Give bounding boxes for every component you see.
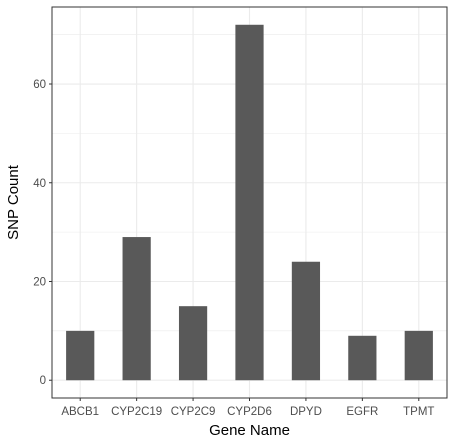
x-axis: ABCB1 CYP2C19 CYP2C9 CYP2D6 DPYD EGFR TPMT <box>61 398 434 418</box>
x-tick-label: CYP2C9 <box>171 406 216 418</box>
x-axis-title: Gene Name <box>209 422 290 439</box>
x-tick-label: EGFR <box>346 406 378 418</box>
bar-abcb1 <box>66 330 95 381</box>
bar-egfr <box>348 335 377 381</box>
x-tick-label: CYP2D6 <box>227 406 272 418</box>
bar-dpyd <box>291 261 321 381</box>
x-tick-label: TPMT <box>403 406 434 418</box>
x-tick-label: DPYD <box>290 406 322 418</box>
bars <box>66 24 433 381</box>
x-tick-label: CYP2C19 <box>111 406 162 418</box>
y-axis: 0 20 40 60 <box>33 79 52 387</box>
y-axis-title: SNP Count <box>5 164 22 240</box>
bar-cyp2c19 <box>122 237 151 381</box>
y-tick-label: 20 <box>33 276 46 288</box>
bar-cyp2c9 <box>178 306 208 381</box>
y-tick-label: 60 <box>33 79 46 91</box>
x-tick-label: ABCB1 <box>61 406 99 418</box>
y-tick-label: 40 <box>33 178 46 190</box>
bar-tpmt <box>404 330 433 381</box>
bar-cyp2d6 <box>235 24 264 381</box>
y-tick-label: 0 <box>40 375 46 387</box>
